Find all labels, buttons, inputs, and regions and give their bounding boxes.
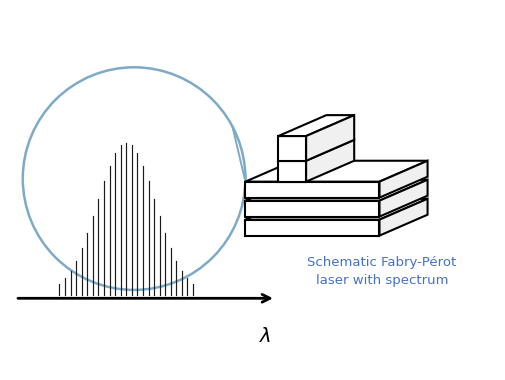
Polygon shape [245,220,379,236]
Polygon shape [379,180,427,217]
Polygon shape [278,140,353,161]
Polygon shape [379,161,427,198]
Polygon shape [278,115,353,136]
Polygon shape [245,161,427,182]
Polygon shape [306,140,353,182]
Polygon shape [278,136,306,161]
Polygon shape [245,199,427,220]
Text: λ: λ [260,327,271,346]
Polygon shape [306,115,353,161]
Text: Schematic Fabry-Pérot
laser with spectrum: Schematic Fabry-Pérot laser with spectru… [307,256,456,287]
Polygon shape [278,161,306,182]
Polygon shape [245,201,379,217]
Polygon shape [245,180,427,201]
Polygon shape [379,199,427,236]
Polygon shape [245,182,379,198]
